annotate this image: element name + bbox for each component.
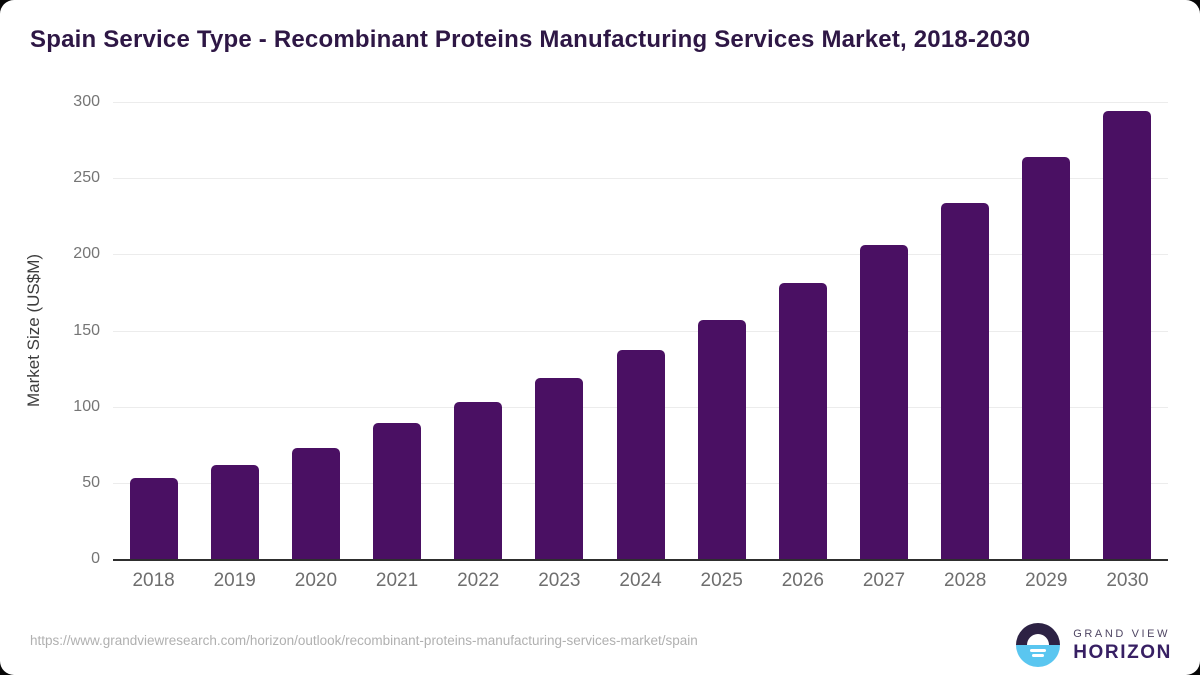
horizon-sunrise-icon xyxy=(1016,623,1061,667)
y-tick-label-150: 150 xyxy=(73,321,100,339)
bar-2018 xyxy=(129,478,178,559)
x-tick-label-2018: 2018 xyxy=(132,570,175,591)
logo-brand-top: GRAND VIEW xyxy=(1073,627,1171,640)
bar-series xyxy=(113,102,1168,559)
bar-band-2025 xyxy=(681,102,762,559)
y-axis-tick-labels: 0 50 100 150 200 250 300 xyxy=(30,93,100,567)
x-axis-tick-labels: 2018 2019 2020 2021 2022 2023 2024 2025 2026 2027… xyxy=(113,570,1168,592)
chart-title: Spain Service Type - Recombinant Protein… xyxy=(30,26,1031,53)
bar-2024 xyxy=(616,350,665,559)
bar-2027 xyxy=(859,245,908,559)
gridline-250 xyxy=(113,178,1168,180)
bar-2020 xyxy=(291,447,340,559)
y-tick-label-0: 0 xyxy=(91,550,100,567)
bar-2019 xyxy=(210,464,259,559)
bar-band-2021 xyxy=(356,102,437,559)
x-tick-label-2029: 2029 xyxy=(1025,570,1068,591)
x-tick-label-2019: 2019 xyxy=(213,570,256,591)
logo-wordmark: GRAND VIEW HORIZON xyxy=(1073,627,1172,663)
bar-2023 xyxy=(535,377,584,559)
grand-view-horizon-logo: GRAND VIEW HORIZON xyxy=(1016,623,1172,667)
reflection-line xyxy=(1032,654,1045,657)
y-tick-label-250: 250 xyxy=(73,169,100,187)
bar-2028 xyxy=(941,202,990,559)
source-url: https://www.grandviewresearch.com/horizo… xyxy=(30,633,698,648)
bar-2030 xyxy=(1103,111,1152,559)
bar-band-2029 xyxy=(1006,102,1087,559)
gridline-150 xyxy=(113,330,1168,332)
bar-2025 xyxy=(697,319,746,559)
x-tick-label-2024: 2024 xyxy=(619,570,662,591)
x-tick-label-2023: 2023 xyxy=(538,570,581,591)
gridline-300 xyxy=(113,102,1168,103)
reflection-line xyxy=(1030,649,1047,652)
bar-band-2030 xyxy=(1087,102,1168,559)
bar-band-2019 xyxy=(194,102,275,559)
gridline-200 xyxy=(113,254,1168,256)
sun-shape xyxy=(1027,634,1050,645)
x-tick-label-2028: 2028 xyxy=(944,570,987,591)
x-tick-label-2027: 2027 xyxy=(862,570,906,591)
bar-band-2022 xyxy=(438,102,519,559)
plot-area xyxy=(113,102,1168,561)
logo-brand-bottom: HORIZON xyxy=(1073,641,1172,663)
x-tick-label-2022: 2022 xyxy=(457,570,500,591)
y-tick-label-50: 50 xyxy=(82,473,100,491)
bar-band-2028 xyxy=(925,102,1006,559)
x-tick-label-2020: 2020 xyxy=(294,570,338,591)
bar-2022 xyxy=(454,402,503,559)
bar-band-2026 xyxy=(762,102,843,559)
bar-2021 xyxy=(373,423,422,559)
bar-band-2024 xyxy=(600,102,681,559)
bar-band-2023 xyxy=(519,102,600,559)
bar-band-2018 xyxy=(113,102,194,559)
x-tick-label-2030: 2030 xyxy=(1106,570,1149,591)
bar-2026 xyxy=(778,283,827,559)
bar-band-2027 xyxy=(843,102,924,559)
x-tick-label-2026: 2026 xyxy=(781,570,824,591)
x-tick-label-2021: 2021 xyxy=(375,570,419,591)
bar-2029 xyxy=(1022,156,1071,559)
y-tick-label-100: 100 xyxy=(73,397,100,415)
y-tick-label-200: 200 xyxy=(73,245,100,263)
x-tick-label-2025: 2025 xyxy=(700,570,743,591)
y-tick-label-300: 300 xyxy=(73,93,100,110)
bar-band-2020 xyxy=(275,102,356,559)
